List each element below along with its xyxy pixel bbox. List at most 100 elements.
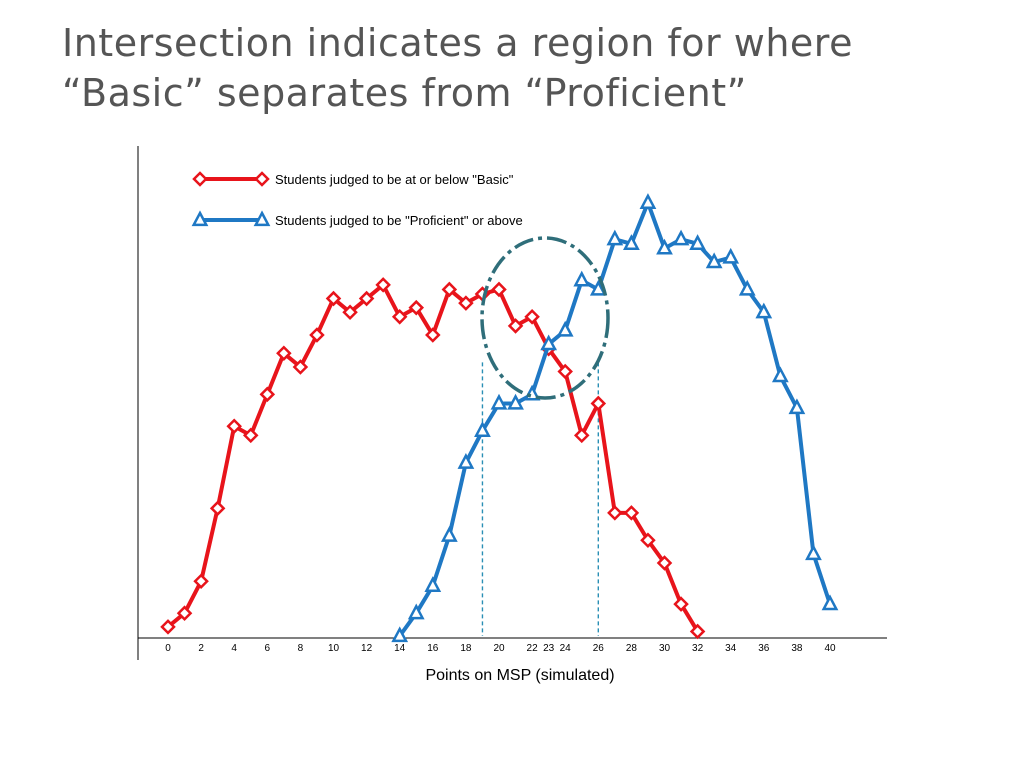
slide-title: Intersection indicates a region for wher… — [62, 18, 1002, 118]
proficient-data-point — [606, 229, 624, 246]
basic-data-point — [242, 427, 259, 444]
proficient-data-point — [639, 193, 657, 209]
legend-label: Students judged to be at or below "Basic… — [275, 172, 514, 187]
proficient-data-point — [391, 626, 409, 643]
basic-data-point — [458, 295, 474, 311]
basic-data-point — [557, 363, 573, 380]
proficient-data-point — [672, 229, 690, 246]
basic-data-point — [375, 277, 391, 293]
basic-data-point — [325, 290, 342, 307]
x-tick-label: 0 — [165, 643, 171, 654]
chart-axes — [137, 146, 887, 660]
slide-title-line-2: “Basic” separates from “Proficient” — [62, 71, 747, 115]
x-tick-label: 30 — [659, 643, 671, 654]
x-tick-label: 20 — [493, 643, 505, 654]
basic-data-point — [673, 596, 689, 612]
proficient-data-point — [490, 393, 508, 410]
basic-data-point — [573, 427, 590, 444]
basic-data-point — [590, 395, 607, 412]
x-axis-label: Points on MSP (simulated) — [425, 667, 614, 684]
series-layer — [160, 193, 839, 643]
legend-marker — [191, 210, 209, 227]
x-tick-labels: 0 2 4 6 8 10 12 14 16 18 20 22 23 24 26 28 30 32 34 36 38 40 — [165, 643, 836, 654]
proficient-data-point — [705, 252, 723, 269]
proficient-data-point — [722, 247, 740, 264]
basic-data-point — [160, 619, 176, 635]
basic-data-point — [640, 532, 656, 549]
chart-legend: Students judged to be at or below "Basic… — [191, 171, 523, 228]
basic-data-point — [358, 290, 375, 307]
x-tick-label: 24 — [560, 643, 572, 654]
slide-title-line-1: Intersection indicates a region for wher… — [62, 21, 853, 65]
proficient-data-point — [821, 594, 839, 611]
basic-data-point — [226, 418, 242, 435]
basic-data-point — [689, 623, 706, 640]
basic-data-point — [425, 327, 441, 343]
basic-data-point — [292, 359, 309, 375]
x-tick-label: 8 — [298, 643, 304, 654]
x-tick-label: 40 — [824, 643, 836, 654]
legend-marker — [192, 171, 208, 187]
basic-data-point — [176, 605, 193, 621]
basic-data-point — [259, 386, 276, 403]
proficient-data-point — [689, 234, 706, 250]
x-tick-label: 6 — [265, 643, 271, 654]
proficient-data-point — [755, 302, 773, 319]
x-tick-label: 36 — [758, 643, 770, 654]
basic-data-point — [607, 505, 623, 521]
proficient-data-point — [771, 366, 789, 383]
intersection-circle — [480, 236, 610, 400]
proficient-data-point — [556, 320, 574, 337]
basic-data-point — [391, 309, 408, 325]
x-tick-label: 4 — [231, 643, 237, 654]
basic-data-point — [209, 500, 226, 517]
proficient-data-point — [573, 270, 591, 287]
legend-entry-1: Students judged to be at or below "Basic… — [192, 171, 514, 187]
proficient-data-point — [623, 234, 640, 250]
legend-label: Students judged to be "Proficient" or ab… — [275, 213, 523, 228]
basic-data-point — [623, 505, 640, 521]
x-tick-label: 10 — [328, 643, 340, 654]
legend-entry-2: Students judged to be "Proficient" or ab… — [191, 210, 523, 228]
x-tick-label: 2 — [198, 643, 204, 654]
proficient-data-point — [457, 453, 475, 469]
proficient-data-point — [589, 279, 607, 296]
proficient-data-point — [424, 576, 442, 592]
proficient-data-point — [805, 544, 822, 561]
proficient-data-point — [788, 398, 806, 415]
x-tick-label: 28 — [626, 643, 638, 654]
proficient-data-point — [656, 238, 673, 255]
basic-data-point — [524, 309, 540, 325]
proficient-data-point — [440, 526, 458, 542]
basic-data-point — [507, 318, 524, 334]
basic-data-point — [441, 281, 458, 298]
x-tick-label: 14 — [394, 643, 406, 654]
x-tick-label: 22 — [527, 643, 539, 654]
series-line-2 — [397, 200, 832, 638]
x-tick-label: 23 — [543, 643, 555, 654]
basic-data-point — [309, 327, 325, 343]
basic-data-point — [276, 345, 292, 362]
proficient-data-point — [507, 393, 524, 410]
basic-data-point — [193, 573, 209, 590]
legend-marker — [254, 171, 270, 187]
proficient-data-point — [474, 421, 491, 437]
proficient-data-point — [540, 334, 558, 351]
x-tick-label: 18 — [460, 643, 472, 654]
x-tick-label: 26 — [593, 643, 605, 654]
series-2 — [391, 193, 839, 643]
legend-marker — [253, 210, 271, 227]
proficient-data-point — [738, 279, 756, 296]
proficient-data-point — [407, 603, 425, 620]
x-tick-label: 16 — [427, 643, 439, 654]
series-1 — [160, 277, 706, 640]
x-tick-label: 38 — [791, 643, 803, 654]
basic-data-point — [342, 304, 358, 321]
basic-data-point — [408, 299, 425, 316]
x-tick-label: 34 — [725, 643, 737, 654]
x-tick-label: 12 — [361, 643, 373, 654]
x-tick-label: 32 — [692, 643, 704, 654]
basic-data-point — [656, 555, 673, 571]
basic-data-point — [491, 281, 507, 298]
